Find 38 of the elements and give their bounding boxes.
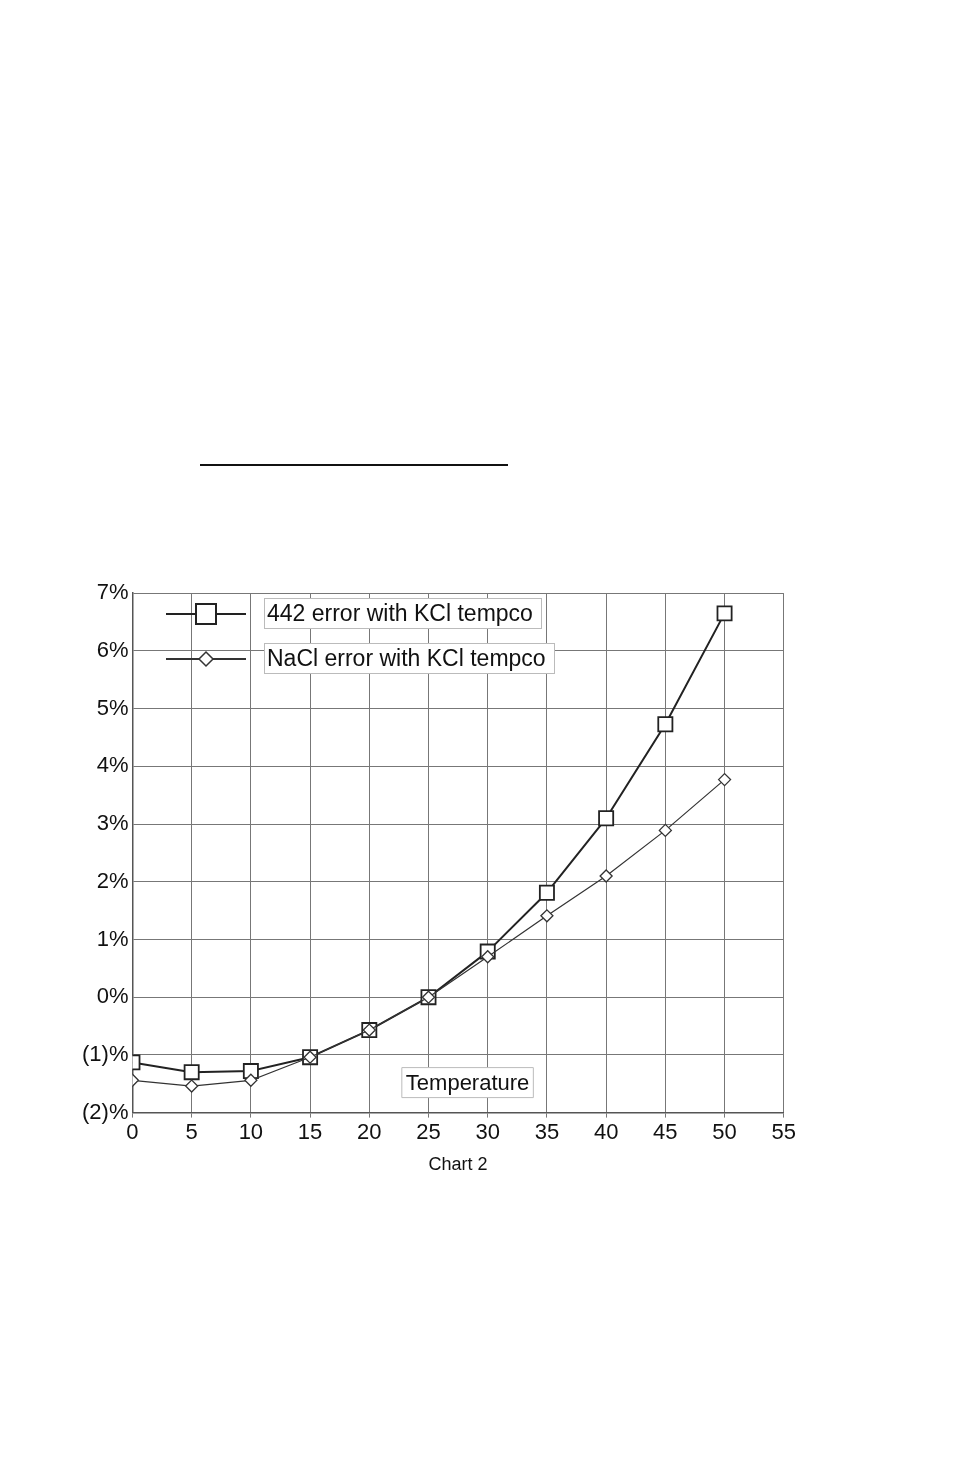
x-tick-label: 25 [416,1118,441,1144]
x-tick-label: 45 [653,1118,678,1144]
point [481,950,495,964]
x-tick-label: 50 [712,1118,737,1144]
point [185,1079,199,1093]
x-tick-label: 5 [185,1118,198,1144]
caption: Chart 2 [427,1154,489,1175]
x-tick-label: 40 [593,1118,619,1144]
y-tick-label: 0% [96,983,129,1009]
x-tick-label: 0 [126,1118,139,1144]
legend-label: 442 error with KCl tempco [264,598,542,629]
y-tick-label: 6% [96,636,129,662]
point [717,772,732,787]
x-tick-label: 10 [238,1118,264,1144]
point [599,869,613,883]
y-tick-label: 5% [96,694,129,720]
legend-label: NaCl error with KCl tempco [264,643,555,674]
point [538,884,555,901]
point [598,810,615,827]
y-tick-label: (1)% [82,1040,129,1066]
y-tick-label: 2% [96,867,129,893]
x-tick-label: 15 [297,1118,323,1144]
y-tick-label: (2)% [82,1098,129,1124]
x-tick-label: 30 [475,1118,500,1144]
point [540,909,554,923]
y-tick-label: 4% [96,752,129,778]
point [183,1064,200,1081]
point [657,716,674,733]
y-tick-label: 7% [96,579,129,605]
y-tick-label: 3% [96,810,129,836]
x-tick-label: 20 [357,1118,382,1144]
point [658,823,672,838]
point [244,1073,258,1087]
y-tick-label: 1% [96,925,129,951]
x-axis-title: Temperature [405,1069,530,1095]
x-tick-label: 55 [771,1118,797,1144]
x-tick-label: 35 [534,1118,560,1144]
point [716,605,733,622]
